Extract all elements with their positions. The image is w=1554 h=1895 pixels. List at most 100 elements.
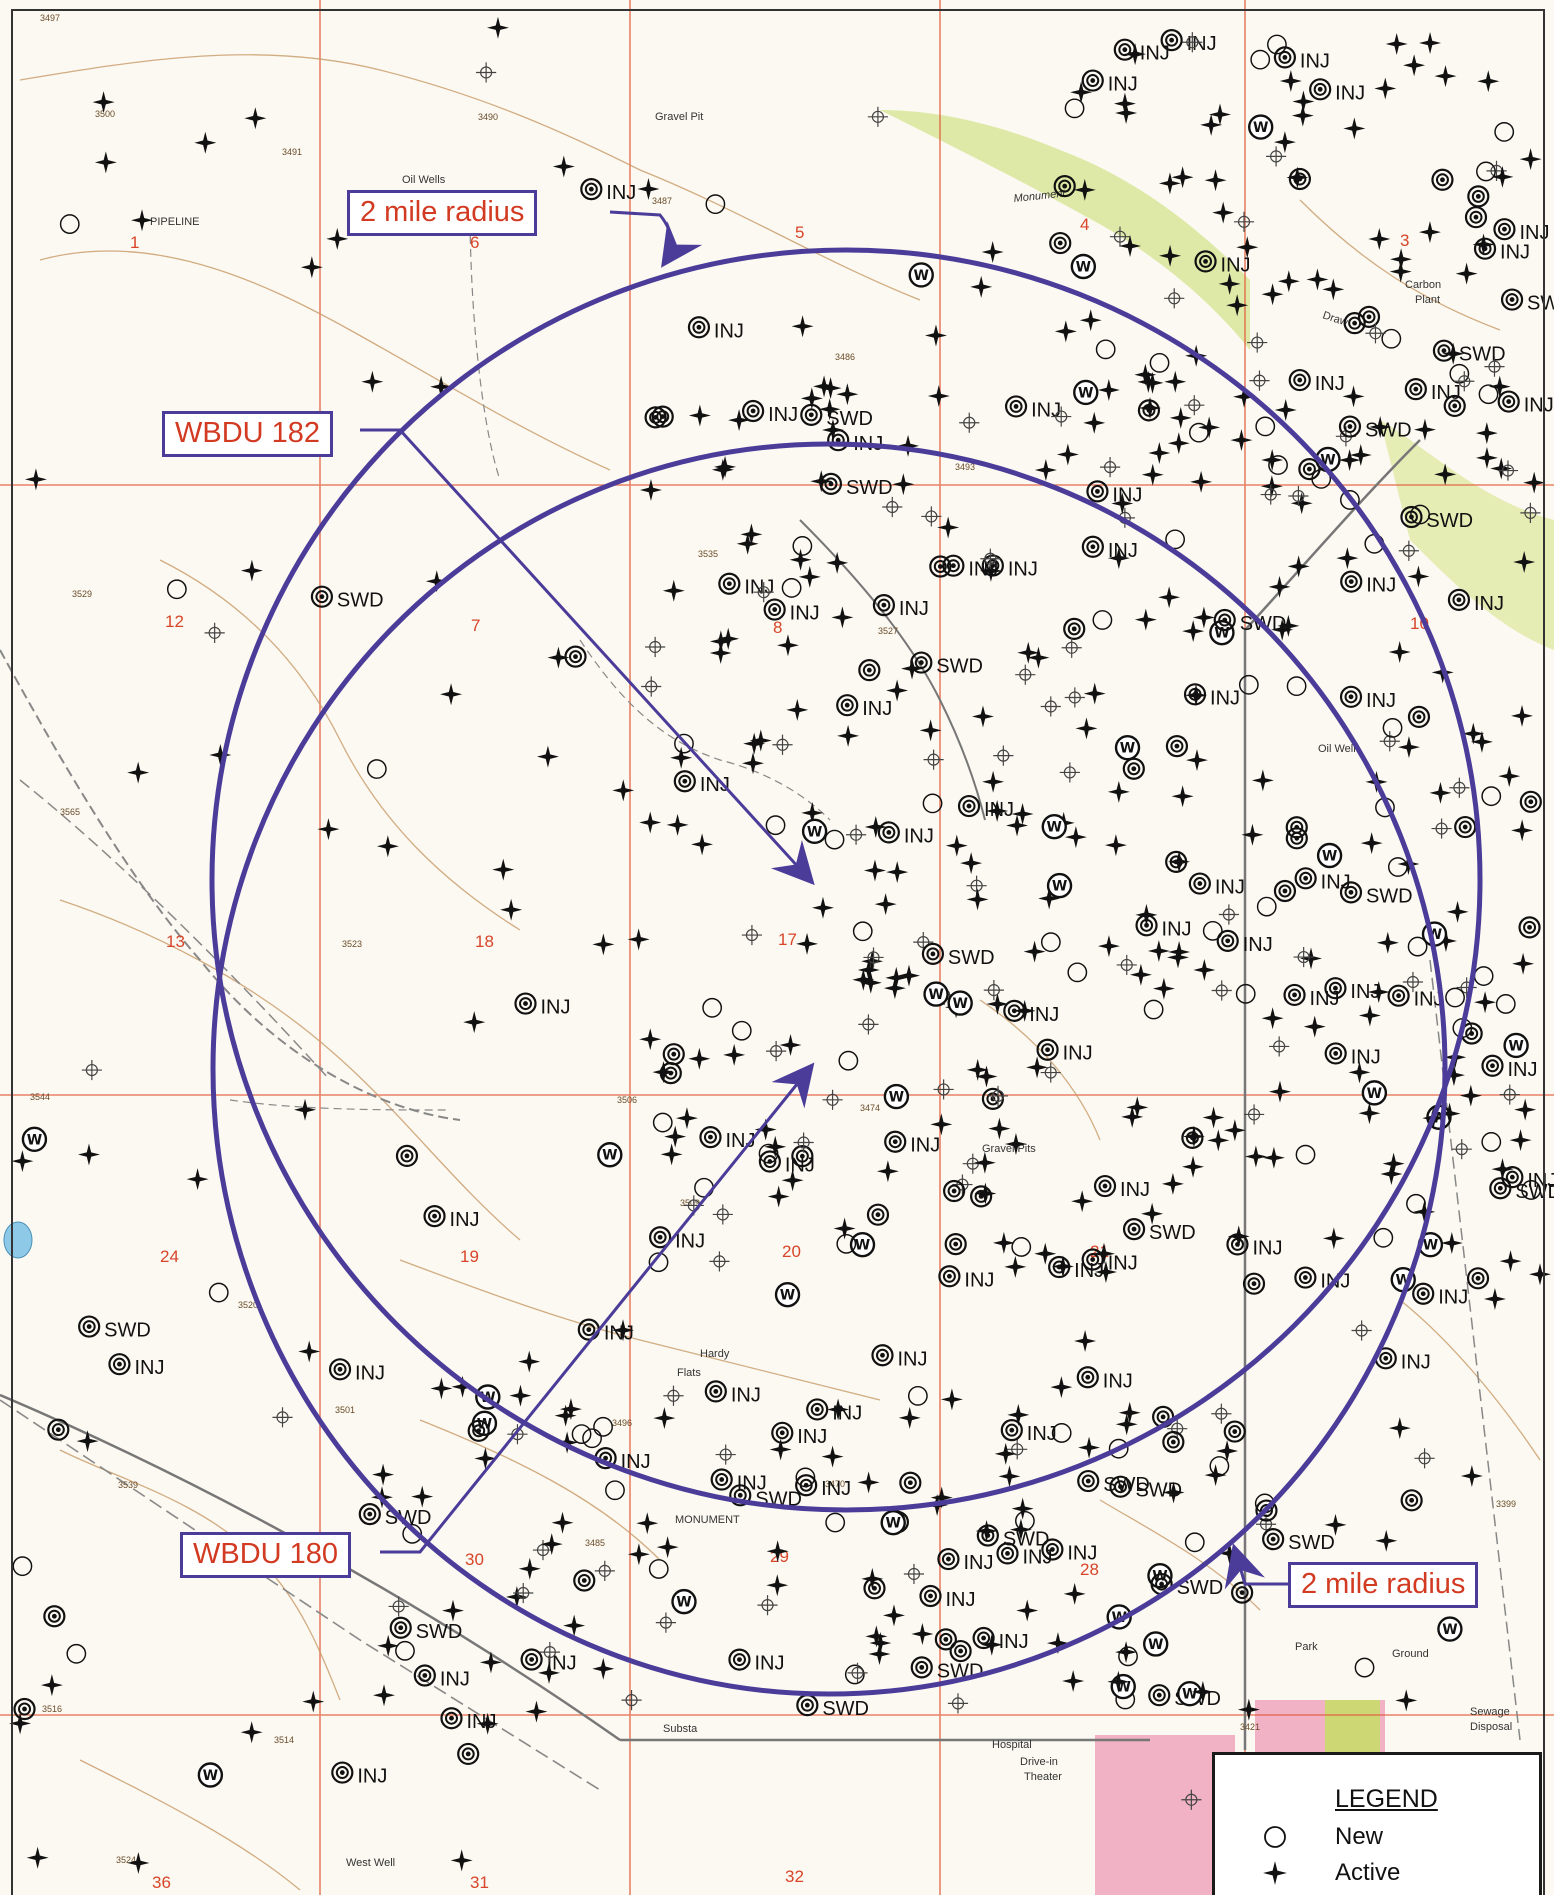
- water-well-w-icon: [1114, 734, 1141, 761]
- active-well-star-icon: [1027, 646, 1050, 669]
- well-type-label-inj: INJ: [1500, 242, 1530, 264]
- plugged-well-crosshair-icon: [1448, 777, 1471, 799]
- well-type-label-inj: INJ: [134, 1357, 164, 1379]
- active-well-star-icon: [836, 383, 859, 406]
- active-well-star-icon: [831, 606, 854, 629]
- place-name-label: Gravel Pit: [655, 111, 703, 123]
- well-type-label-swd: SWD: [1135, 1480, 1182, 1502]
- injection-well-bullseye-icon: [1294, 867, 1317, 890]
- plugged-well-crosshair-icon: [881, 496, 903, 518]
- injection-well-bullseye-icon: [1493, 218, 1516, 241]
- new-well-open-circle-icon: [648, 1559, 669, 1579]
- elevation-label: 3501: [335, 1405, 355, 1415]
- elevation-label: 3539: [118, 1480, 138, 1490]
- active-well-star-icon: [1083, 682, 1106, 705]
- active-well-star-icon: [1474, 991, 1497, 1014]
- active-well-star-icon: [656, 1536, 679, 1559]
- active-well-star-icon: [1523, 471, 1546, 494]
- active-well-star-icon: [1418, 221, 1441, 244]
- elevation-label: 3487: [652, 196, 672, 206]
- well-type-label-swd: SWD: [1527, 293, 1554, 315]
- active-well-star-icon: [1056, 443, 1079, 466]
- well-type-label-inj: INJ: [1063, 1043, 1093, 1065]
- new-well-open-circle-icon: [1256, 896, 1277, 917]
- active-well-star-icon: [675, 1107, 698, 1130]
- active-well-star-icon: [450, 1849, 473, 1872]
- place-name-label: Ground: [1392, 1648, 1429, 1660]
- active-well-star-icon: [892, 473, 915, 496]
- place-name-label: Oil Well: [1318, 743, 1356, 755]
- well-type-label-inj: INJ: [1315, 373, 1345, 395]
- new-well-open-circle-icon: [838, 1050, 859, 1071]
- well-type-label-inj: INJ: [1067, 1542, 1097, 1564]
- active-well-star-icon: [1167, 432, 1190, 455]
- active-well-star-icon: [1104, 834, 1127, 857]
- plugged-well-crosshair-icon: [1014, 663, 1036, 686]
- active-well-star-icon: [670, 746, 693, 769]
- active-well-star-icon: [876, 1160, 899, 1183]
- injection-well-bullseye-icon: [1519, 790, 1542, 813]
- active-well-star-icon: [1129, 963, 1152, 986]
- new-well-open-circle-icon: [1495, 994, 1516, 1014]
- plugged-well-crosshair-icon: [862, 946, 885, 969]
- active-well-star-icon: [800, 387, 823, 410]
- well-type-label-inj: INJ: [675, 1230, 705, 1252]
- new-well-open-circle-icon: [731, 1020, 752, 1041]
- active-well-star-icon: [767, 1185, 790, 1208]
- injection-well-bullseye-icon: [795, 1474, 818, 1497]
- section-number-label: 6: [470, 233, 479, 252]
- active-well-star-icon: [1360, 832, 1383, 855]
- active-well-star-icon: [1034, 459, 1057, 482]
- well-type-label-inj: INJ: [541, 997, 571, 1019]
- active-well-star-icon: [970, 275, 993, 298]
- well-type-label-inj: INJ: [1366, 575, 1396, 597]
- well-type-label-inj: INJ: [1527, 1170, 1554, 1192]
- injection-well-bullseye-icon: [1464, 206, 1488, 229]
- active-well-star-icon: [1511, 819, 1534, 842]
- elevation-label: 3529: [72, 589, 92, 599]
- section-number-label: 7: [471, 616, 480, 635]
- disposal-well-bullseye-icon: [1122, 1218, 1146, 1241]
- active-well-star-icon: [711, 458, 734, 481]
- place-name-label: Hardy: [700, 1348, 730, 1360]
- water-well-w-icon: [1437, 1616, 1463, 1642]
- injection-well-bullseye-icon: [514, 992, 537, 1015]
- injection-well-bullseye-icon: [331, 1761, 354, 1784]
- new-well-open-circle-icon: [1286, 676, 1307, 697]
- elevation-label: 3506: [617, 1095, 637, 1105]
- active-well-star-icon: [1017, 641, 1040, 664]
- section-number-label: 30: [465, 1550, 484, 1569]
- new-well-open-circle-icon: [1382, 718, 1403, 738]
- active-well-star-icon: [1338, 449, 1361, 472]
- well-type-label-swd: SWD: [337, 590, 384, 612]
- active-well-star-icon: [660, 1143, 683, 1166]
- active-well-star-icon: [24, 468, 47, 491]
- new-well-open-circle-icon: [765, 815, 786, 836]
- active-well-star-icon: [518, 1350, 541, 1373]
- place-name-label: Theater: [1024, 1771, 1062, 1783]
- new-well-open-circle-icon: [1011, 1237, 1032, 1257]
- injection-well-bullseye-icon: [520, 1648, 543, 1671]
- elevation-label: 3500: [95, 109, 115, 119]
- injection-well-bullseye-icon: [1412, 1282, 1435, 1305]
- contour-lines: [19, 54, 1541, 1891]
- well-type-label-inj: INJ: [737, 1473, 767, 1495]
- plugged-well-crosshair-icon: [992, 744, 1015, 767]
- plugged-well-crosshair-icon: [1413, 1447, 1436, 1469]
- active-well-star-icon: [821, 1445, 844, 1468]
- new-well-open-circle-icon: [781, 578, 802, 598]
- disposal-well-bullseye-icon: [796, 1694, 819, 1717]
- plugged-well-crosshair-icon: [1099, 456, 1121, 478]
- active-well-star-icon: [988, 1117, 1011, 1140]
- section-number-label: 4: [1080, 215, 1089, 234]
- active-well-star-icon: [1429, 781, 1452, 804]
- elevation-label: 3497: [40, 13, 60, 23]
- active-well-star-icon: [1169, 406, 1192, 429]
- well-type-label-inj: INJ: [797, 1426, 827, 1448]
- active-well-star-icon: [1498, 765, 1521, 788]
- active-well-star-icon: [1004, 1255, 1027, 1278]
- active-well-star-icon: [886, 861, 909, 884]
- active-well-star-icon: [1078, 1436, 1101, 1459]
- well-type-label-inj: INJ: [1474, 593, 1504, 615]
- injection-well-bullseye-icon: [699, 1126, 722, 1149]
